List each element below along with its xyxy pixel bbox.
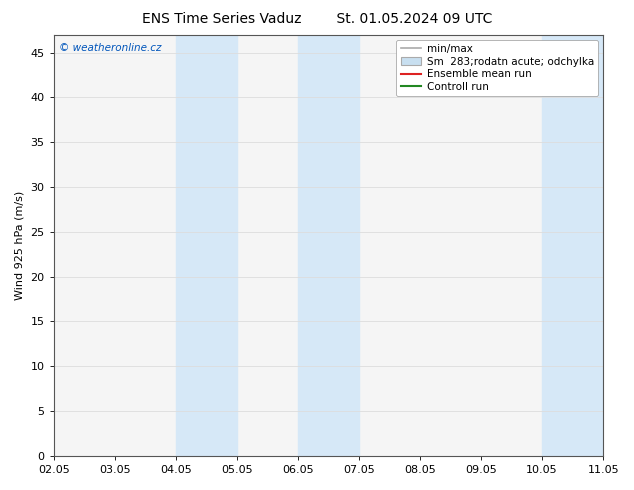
- Text: ENS Time Series Vaduz        St. 01.05.2024 09 UTC: ENS Time Series Vaduz St. 01.05.2024 09 …: [142, 12, 492, 26]
- Bar: [298, 35, 359, 456]
- Bar: [176, 35, 237, 456]
- Text: © weatheronline.cz: © weatheronline.cz: [59, 43, 162, 53]
- Legend: min/max, Sm  283;rodatn acute; odchylka, Ensemble mean run, Controll run: min/max, Sm 283;rodatn acute; odchylka, …: [396, 40, 598, 96]
- Bar: [542, 35, 603, 456]
- Y-axis label: Wind 925 hPa (m/s): Wind 925 hPa (m/s): [15, 191, 25, 300]
